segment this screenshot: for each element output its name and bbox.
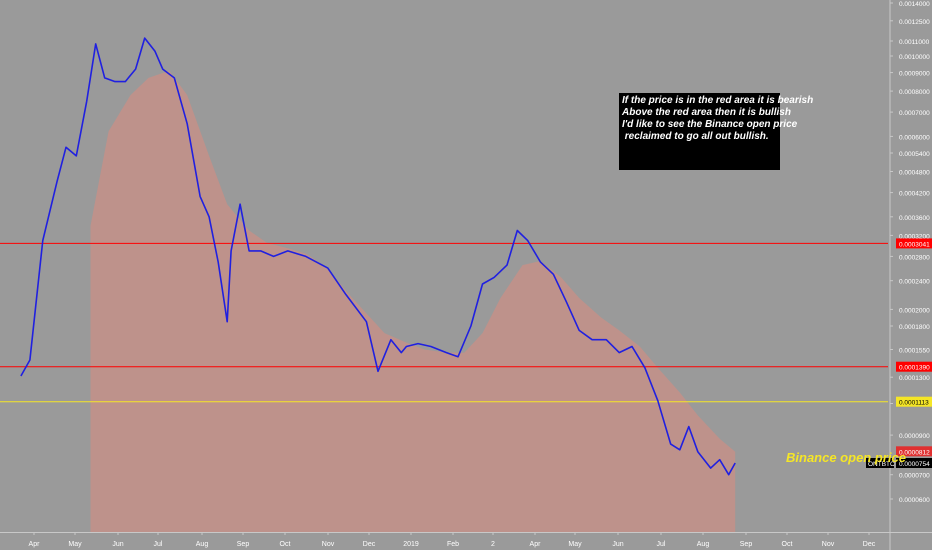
x-tick-label-18: Sep xyxy=(740,541,753,548)
level-price-tag-2-text: 0.0001390 xyxy=(899,365,930,372)
bearish-zone xyxy=(90,70,736,533)
annotation-note: If the price is in the red area it is be… xyxy=(619,93,814,170)
y-tick-label-6: 0.0008000 xyxy=(899,89,930,96)
y-tick-label-4: 0.0010000 xyxy=(899,54,930,61)
level-price-tag-2-bg xyxy=(896,361,932,372)
level-price-tag-1-text: 0.0003041 xyxy=(899,241,930,248)
x-tick-label-11: Feb xyxy=(447,541,459,548)
x-tick-label-20: Nov xyxy=(822,541,835,548)
x-tick-label-8: Nov xyxy=(322,541,335,548)
symbol-tag-text: ONTBTC xyxy=(868,461,895,468)
y-tick-label-3: 0.0011000 xyxy=(899,39,930,46)
y-tick-label-5: 0.0009000 xyxy=(899,71,930,78)
y-tick-label-10: 0.0004800 xyxy=(899,170,930,177)
y-tick-label-13: 0.0003200 xyxy=(899,233,930,240)
x-tick-label-16: Jul xyxy=(657,541,666,548)
x-tick-label-17: Aug xyxy=(697,541,710,548)
y-tick-label-22: 0.0000700 xyxy=(899,473,930,480)
level-price-tag-3-text: 0.0001113 xyxy=(899,400,929,407)
y-tick-label-14: 0.0002800 xyxy=(899,254,930,261)
y-tick-label-15: 0.0002400 xyxy=(899,279,930,286)
y-tick-label-23: 0.0000600 xyxy=(899,497,930,504)
level-price-tag-1-bg xyxy=(896,238,932,249)
x-tick-label-3: Jun xyxy=(112,541,123,548)
y-tick-label-16: 0.0002000 xyxy=(899,307,930,314)
binance-open-price-label: Binance open price xyxy=(786,450,906,465)
x-tick-label-2: May xyxy=(68,541,82,548)
y-tick-label-21: 0.0000900 xyxy=(899,433,930,440)
x-tick-label-6: Sep xyxy=(237,541,250,548)
x-tick-label-12: 2 xyxy=(491,541,495,548)
x-tick-label-10: 2019 xyxy=(403,541,419,548)
x-tick-label-21: Dec xyxy=(863,541,876,548)
note-line-2: Above the red area then it is bullish xyxy=(622,107,791,118)
y-tick-label-9: 0.0005400 xyxy=(899,151,930,158)
x-tick-label-19: Oct xyxy=(782,541,793,548)
x-tick-label-15: Jun xyxy=(612,541,623,548)
symbol-tag-bg xyxy=(866,458,894,468)
marker-price-tag-2-bg xyxy=(896,458,932,468)
price-line xyxy=(20,37,736,476)
marker-price-tag-1-bg xyxy=(896,446,932,457)
y-tick-label-7: 0.0007000 xyxy=(899,110,930,117)
y-tick-label-12: 0.0003600 xyxy=(899,215,930,222)
x-tick-label-1: Apr xyxy=(29,541,41,548)
y-tick-label-11: 0.0004200 xyxy=(899,191,930,198)
x-tick-label-9: Dec xyxy=(363,541,376,548)
x-tick-label-4: Jul xyxy=(154,541,163,548)
y-tick-label-17: 0.0001800 xyxy=(899,324,930,331)
x-tick-label-5: Aug xyxy=(196,541,209,548)
level-price-tag-3-bg xyxy=(896,396,932,407)
x-tick-label-14: May xyxy=(568,541,582,548)
y-tick-label-19: 0.0001300 xyxy=(899,375,930,382)
x-tick-label-7: Oct xyxy=(280,541,291,548)
note-line-3: I'd like to see the Binance open price xyxy=(622,119,798,130)
y-tick-label-2: 0.0012500 xyxy=(899,19,930,26)
note-line-1: If the price is in the red area it is be… xyxy=(622,95,814,106)
y-tick-label-8: 0.0006000 xyxy=(899,134,930,141)
y-tick-label-1: 0.0014000 xyxy=(899,1,930,8)
marker-price-tag-2-text: 0.0000754 xyxy=(899,461,930,468)
marker-price-tag-1-text: 0.0000812 xyxy=(899,449,930,456)
x-tick-label-13: Apr xyxy=(530,541,542,548)
note-line-4: reclaimed to go all out bullish. xyxy=(622,131,769,142)
y-tick-label-18: 0.0001550 xyxy=(899,348,930,355)
